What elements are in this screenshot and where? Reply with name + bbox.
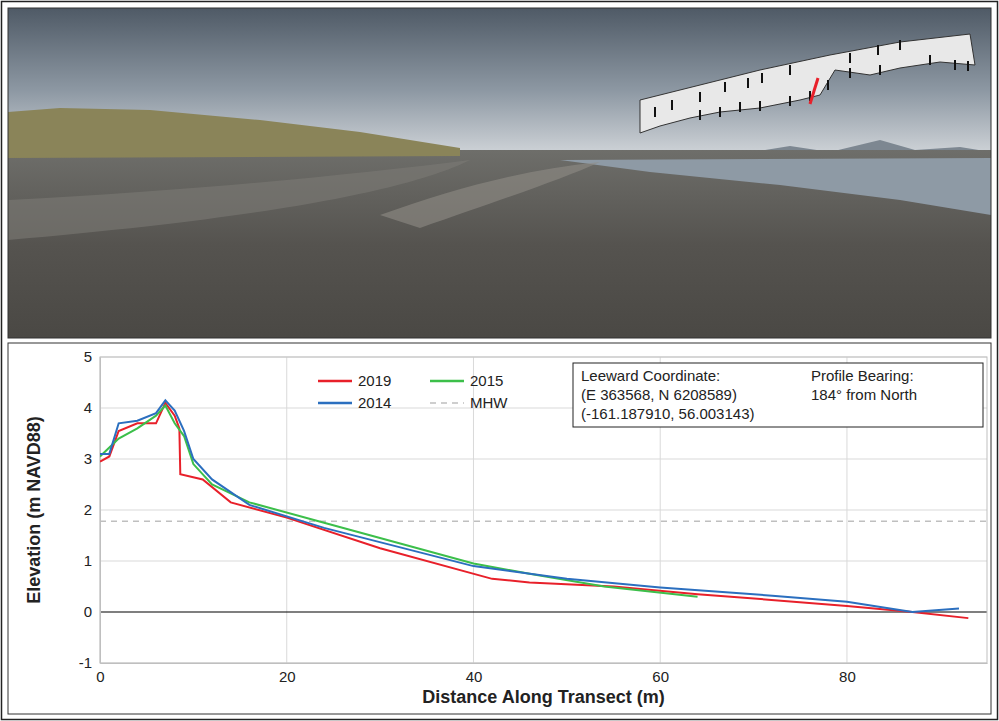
grid: [100, 357, 987, 663]
annotation-box: Leeward Coordinate: (E 363568, N 6208589)…: [573, 363, 983, 427]
tick-label: 1: [84, 552, 92, 569]
inset-map-marker: [929, 55, 931, 65]
inset-map-marker: [899, 40, 901, 50]
inset-map-marker: [739, 102, 741, 112]
x-axis-title: Distance Along Transect (m): [422, 687, 664, 707]
legend-swatch: [430, 380, 464, 383]
inset-map-marker: [759, 101, 761, 111]
inset-map-marker: [724, 82, 726, 92]
tick: 4: [84, 399, 100, 416]
inset-map-marker: [877, 45, 879, 55]
legend-swatch: [318, 402, 352, 405]
tick-label: 4: [84, 399, 92, 416]
grid-line-y: [100, 561, 987, 562]
tick: 80: [839, 663, 856, 685]
tick-label: 20: [279, 668, 296, 685]
tick: 2: [84, 501, 100, 518]
inset-map-marker: [699, 110, 701, 120]
inset-map: [640, 34, 975, 133]
tick-label: 3: [84, 450, 92, 467]
y-axis: -1 0 1 2 3 4 5: [79, 348, 101, 671]
tick-label: 2: [84, 501, 92, 518]
y-axis-title: Elevation (m NAVD88): [24, 416, 44, 604]
inset-map-marker: [699, 92, 701, 102]
plot-marks: [100, 400, 987, 618]
photo: [8, 8, 991, 338]
inset-map-marker: [849, 68, 851, 78]
tick-label: 60: [652, 668, 669, 685]
tick: 3: [84, 450, 100, 467]
chart-frame: [8, 343, 991, 714]
inset-map-marker: [671, 100, 673, 110]
tick-label: -1: [79, 654, 92, 671]
legend-swatch: [318, 380, 352, 383]
inset-map-marker: [761, 73, 763, 83]
photo-water: [560, 158, 991, 215]
series-line: [100, 400, 959, 612]
tick: 60: [652, 663, 669, 685]
tick: 1: [84, 552, 100, 569]
tick: -1: [79, 654, 100, 671]
photo-sky: [8, 8, 991, 158]
figure-frame: [2, 2, 998, 720]
photo-dune: [8, 108, 460, 158]
tick-label: 5: [84, 348, 92, 365]
inset-map-marker: [849, 53, 851, 63]
legend-label: MHW: [470, 394, 508, 411]
inset-map-marker: [827, 80, 829, 90]
photo-ridge: [380, 162, 600, 228]
tick: 20: [279, 663, 296, 685]
inset-map-marker: [789, 96, 791, 106]
tick: 5: [84, 348, 100, 365]
axis-line: [101, 663, 988, 664]
legend-swatch: [430, 402, 464, 404]
figure: 020406080-1012345Distance Along Transect…: [0, 0, 999, 721]
inset-map-marker: [954, 60, 956, 70]
annotation-text: (-161.187910, 56.003143): [581, 405, 754, 422]
legend: 2019 2015 2014 MHW: [318, 372, 508, 411]
reference-line: [100, 520, 987, 522]
annotation-text: 184° from North: [811, 386, 917, 403]
tick: 0: [84, 603, 100, 620]
series-line: [100, 403, 968, 618]
photo-frame: [8, 8, 991, 338]
inset-map-marker: [967, 61, 969, 71]
tick-label: 40: [466, 668, 483, 685]
inset-map-marker: [654, 107, 656, 117]
series-line: [100, 405, 698, 596]
plot-frame: [100, 357, 987, 663]
axis-line: [100, 358, 101, 664]
tick: 40: [466, 663, 483, 685]
legend-label: 2015: [470, 372, 503, 389]
inset-map-marker: [789, 65, 791, 75]
inset-map-marker: [879, 65, 881, 75]
tick: 0: [96, 663, 104, 685]
inset-map-marker: [719, 107, 721, 117]
inset-map-marker: [747, 78, 749, 88]
annotation-text: Leeward Coordinate:: [581, 367, 720, 384]
legend-label: 2014: [358, 394, 391, 411]
annotation-text: (E 363568, N 6208589): [581, 386, 737, 403]
tick-label: 80: [839, 668, 856, 685]
tick-label: 0: [96, 668, 104, 685]
x-axis: 0 20 40 60 80: [96, 663, 987, 685]
tick-label: 0: [84, 603, 92, 620]
annotation-frame: [573, 363, 983, 427]
grid-line-y: [100, 611, 987, 612]
grid-line-y: [100, 459, 987, 460]
legend-label: 2019: [358, 372, 391, 389]
inset-transect: [810, 78, 818, 104]
annotation-text: Profile Bearing:: [811, 367, 914, 384]
grid-line-y: [100, 510, 987, 511]
photo-berm: [8, 160, 470, 240]
photo-beach: [8, 150, 991, 338]
